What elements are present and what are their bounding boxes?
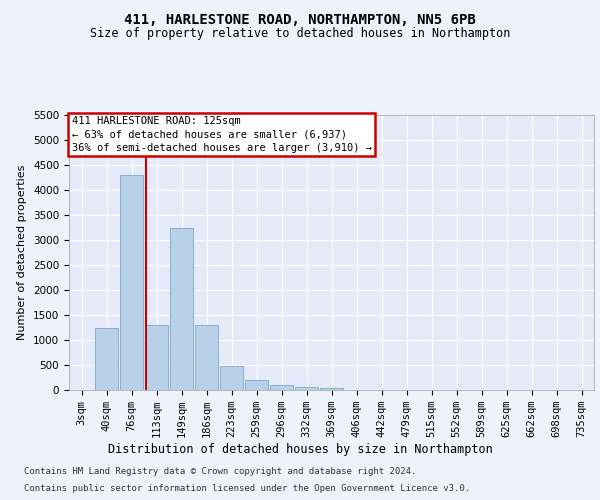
Text: Distribution of detached houses by size in Northampton: Distribution of detached houses by size … [107,442,493,456]
Bar [195,325,218,390]
Bar [95,328,118,390]
Text: 411, HARLESTONE ROAD, NORTHAMPTON, NN5 6PB: 411, HARLESTONE ROAD, NORTHAMPTON, NN5 6… [124,12,476,26]
Text: Contains public sector information licensed under the Open Government Licence v3: Contains public sector information licen… [24,484,470,493]
Bar [320,388,343,390]
Y-axis label: Number of detached properties: Number of detached properties [17,165,28,340]
Bar [145,325,168,390]
Bar [170,228,193,390]
Text: 411 HARLESTONE ROAD: 125sqm
← 63% of detached houses are smaller (6,937)
36% of : 411 HARLESTONE ROAD: 125sqm ← 63% of det… [71,116,371,153]
Bar [295,387,318,390]
Bar [245,380,268,390]
Bar [270,385,293,390]
Text: Contains HM Land Registry data © Crown copyright and database right 2024.: Contains HM Land Registry data © Crown c… [24,468,416,476]
Text: Size of property relative to detached houses in Northampton: Size of property relative to detached ho… [90,28,510,40]
Bar [120,175,143,390]
Bar [220,366,243,390]
